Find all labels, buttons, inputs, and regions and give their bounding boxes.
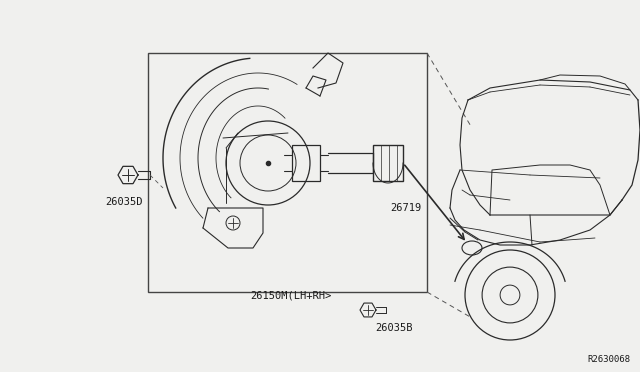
Text: 26150M(LH+RH>: 26150M(LH+RH> [250, 290, 332, 300]
Bar [292, 145, 320, 181]
Text: 26719: 26719 [390, 203, 421, 213]
Text: 26035B: 26035B [375, 323, 413, 333]
Text: 26035D: 26035D [105, 197, 143, 207]
Text: R2630068: R2630068 [587, 355, 630, 364]
Bar [373, 145, 403, 181]
Bar [148, 53, 427, 292]
